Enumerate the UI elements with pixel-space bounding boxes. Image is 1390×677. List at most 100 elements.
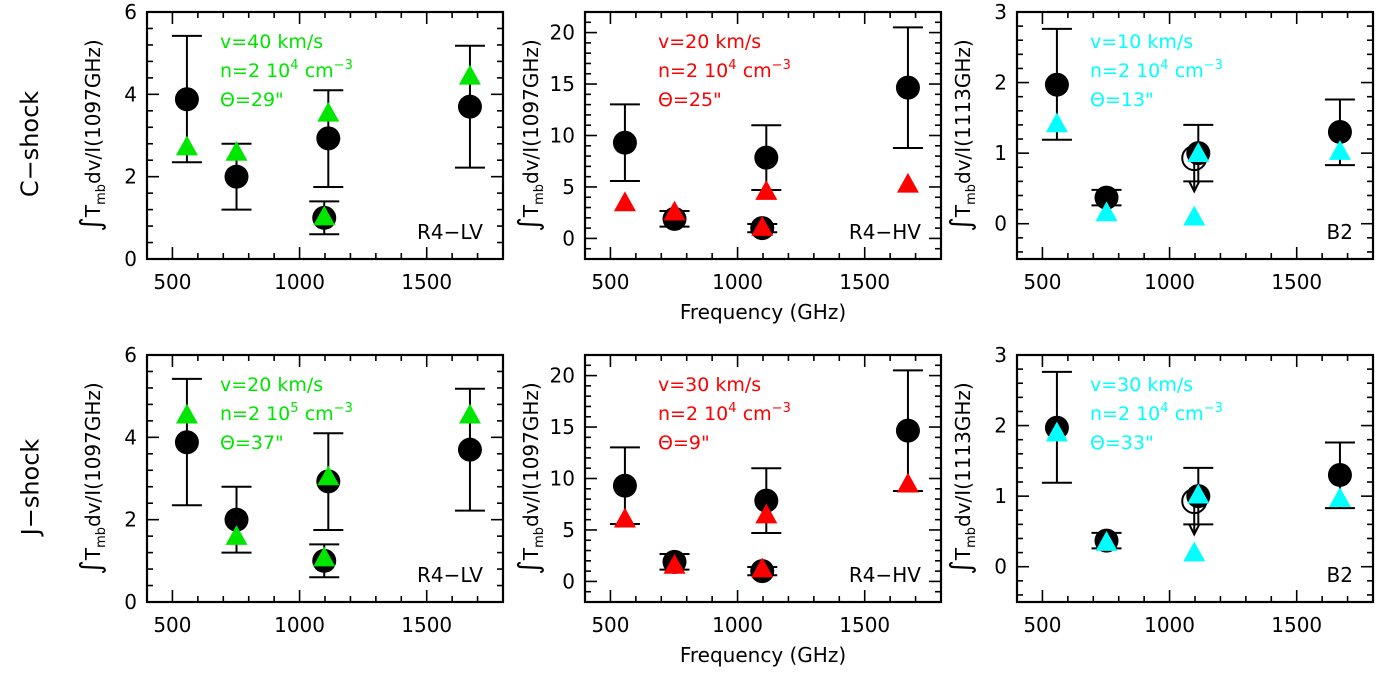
model-point: [896, 472, 919, 493]
x-axis-label: Frequency (GHz): [680, 300, 846, 324]
model-point: [751, 216, 774, 236]
model-point: [1183, 541, 1206, 562]
y-axis-label: ∫Tmbdv/I(1097GHz): [74, 39, 109, 231]
x-tick-label: 1500: [401, 613, 452, 637]
x-tick-label: 1000: [274, 270, 325, 294]
observed-point: [174, 430, 199, 455]
upper-limit-arrowhead: [1188, 523, 1201, 537]
model-point: [175, 135, 198, 156]
annotation-line: n=2 104 cm−3: [1090, 401, 1223, 425]
model-point: [225, 140, 248, 161]
model-point: [755, 180, 778, 200]
y-tick-label: 0: [124, 247, 137, 271]
observed-point: [1094, 185, 1119, 210]
model-point: [613, 507, 636, 528]
annotation-line: n=2 104 cm−3: [658, 58, 791, 82]
model-point: [1045, 421, 1068, 442]
model-point: [225, 525, 248, 545]
observed-point: [457, 437, 482, 462]
model-point: [663, 553, 686, 574]
observed-point: [612, 473, 637, 498]
annotation-line: v=20 km/s: [220, 374, 323, 396]
x-tick-label: 1000: [274, 613, 325, 637]
y-tick-label: 4: [124, 425, 137, 449]
y-tick-label: 6: [124, 0, 137, 24]
y-tick-label: 0: [994, 212, 1007, 236]
y-tick-label: 3: [994, 0, 1007, 24]
model-point: [613, 191, 636, 212]
x-tick-label: 500: [1023, 270, 1061, 294]
observed-point: [895, 75, 920, 100]
model-point: [317, 101, 340, 122]
panel-label: R4−LV: [417, 220, 483, 244]
annotation-line: v=30 km/s: [1090, 374, 1193, 396]
y-tick-label: 15: [550, 415, 575, 439]
chart-panel-1-3: 500 1000 1500 0 1 2 3 ∫Tmbdv/I(1113GHz) v=10 km/…: [944, 0, 1375, 294]
observed-point: [612, 130, 637, 155]
x-tick-label: 1500: [839, 270, 890, 294]
model-point: [1095, 201, 1118, 222]
chart-panel-2-2: 500 1000 1500 0 5 10 15 20∫Tmbdv/I(1097GHz) Freq…: [512, 353, 943, 667]
annotation-line: v=20 km/s: [658, 31, 761, 53]
model-point: [1187, 483, 1210, 504]
observed-point: [1327, 462, 1352, 487]
annotation-line: v=40 km/s: [220, 31, 323, 53]
y-tick-label: 3: [994, 343, 1007, 367]
observed-point: [174, 87, 199, 112]
x-tick-label: 500: [153, 613, 191, 637]
panel-label: R4−HV: [849, 563, 921, 587]
annotation-line: Θ=37": [220, 432, 284, 454]
model-point: [896, 172, 919, 193]
annotation-line: Θ=9": [658, 432, 710, 454]
model-point: [1095, 531, 1118, 551]
y-tick-label: 20: [550, 21, 575, 45]
model-point: [1328, 487, 1351, 508]
model-point: [663, 200, 686, 221]
x-tick-label: 500: [153, 270, 191, 294]
observed-point: [1327, 119, 1352, 144]
observed-point: [224, 507, 249, 532]
observed-point: [224, 164, 249, 189]
y-tick-label: 2: [994, 71, 1007, 95]
x-tick-label: 1500: [401, 270, 452, 294]
annotation-line: Θ=13": [1090, 89, 1154, 111]
observed-point: [1044, 72, 1069, 97]
observed-point: [895, 418, 920, 443]
annotation-line: v=30 km/s: [658, 374, 761, 396]
annotation-line: n=2 104 cm−3: [658, 401, 791, 425]
chart-panel-2-3: 500 1000 1500 0 1 2 3 ∫Tmbdv/I(1113GHz) v=30 km/…: [944, 343, 1375, 637]
model-point: [458, 403, 481, 424]
y-axis-label: ∫Tmbdv/I(1113GHz): [944, 39, 979, 231]
model-point: [1045, 112, 1068, 133]
model-point: [458, 64, 481, 85]
y-tick-label: 0: [562, 226, 575, 250]
chart-panel-1-1: 500 1000 1500 0 2 4 6 ∫Tmbdv/I(1097GHz) v=40 km/…: [74, 0, 505, 294]
y-tick-label: 2: [124, 165, 137, 189]
x-tick-label: 500: [1023, 613, 1061, 637]
observed-point: [316, 126, 341, 151]
y-tick-label: 1: [994, 141, 1007, 165]
x-tick-label: 1500: [1271, 270, 1322, 294]
y-tick-label: 0: [994, 555, 1007, 579]
y-axis-label: ∫Tmbdv/I(1113GHz): [944, 382, 979, 574]
x-tick-label: 500: [591, 270, 629, 294]
y-tick-label: 6: [124, 343, 137, 367]
chart-panel-1-2: 500 1000 1500 0 5 10 15 20∫Tmbdv/I(1097GHz) Freq…: [512, 10, 943, 324]
annotation-line: v=10 km/s: [1090, 31, 1193, 53]
annotation-line: Θ=25": [658, 89, 722, 111]
y-tick-label: 0: [124, 590, 137, 614]
y-tick-label: 2: [124, 508, 137, 532]
x-tick-label: 1000: [712, 270, 763, 294]
y-axis-label: ∫Tmbdv/I(1097GHz): [512, 39, 547, 231]
model-point: [313, 546, 336, 567]
y-tick-label: 5: [562, 518, 575, 542]
model-point: [755, 503, 778, 524]
y-tick-label: 10: [550, 467, 575, 491]
y-tick-label: 15: [550, 72, 575, 96]
y-tick-label: 20: [550, 364, 575, 388]
y-tick-label: 0: [562, 569, 575, 593]
x-tick-label: 1000: [1144, 270, 1195, 294]
model-point: [175, 403, 198, 424]
y-axis-label: ∫Tmbdv/I(1097GHz): [74, 382, 109, 574]
